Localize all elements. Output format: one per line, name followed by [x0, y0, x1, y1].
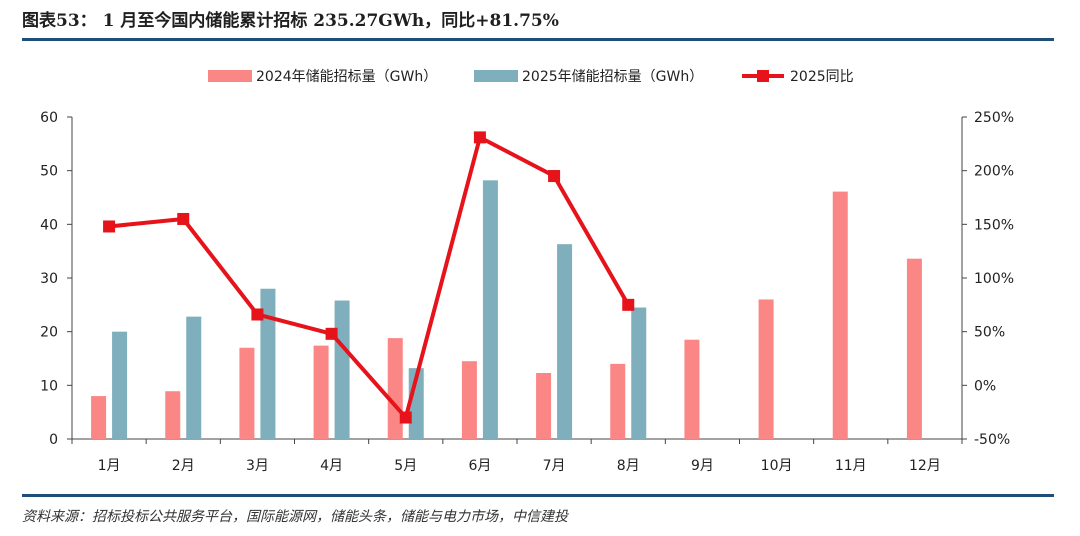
- bar-2025: [334, 300, 350, 439]
- y-left-tick-label: 40: [40, 217, 58, 233]
- bar-2024: [758, 299, 774, 439]
- y-left-tick-label: 0: [49, 432, 58, 448]
- bar-2025: [260, 288, 276, 439]
- bar-2025: [482, 180, 498, 439]
- yoy-marker: [103, 220, 116, 233]
- bar-2024: [536, 372, 552, 439]
- y-left-tick-label: 20: [40, 325, 58, 341]
- x-tick-label: 2月: [172, 458, 195, 474]
- x-tick-label: 7月: [543, 458, 566, 474]
- y-right-tick-label: 50%: [974, 325, 1005, 341]
- yoy-marker: [548, 170, 561, 183]
- bar-2024: [165, 391, 181, 439]
- bar-2025: [112, 331, 128, 439]
- x-tick-label: 5月: [394, 458, 417, 474]
- legend-2024-label: 2024年储能招标量（GWh）: [256, 69, 437, 85]
- bar-2025: [186, 316, 202, 439]
- x-tick-label: 4月: [320, 458, 343, 474]
- y-right-tick-label: 200%: [974, 164, 1014, 180]
- legend-2025-label: 2025年储能招标量（GWh）: [522, 69, 703, 85]
- chart-title: 图表53： 1 月至今国内储能累计招标 235.27GWh，同比+81.75%: [22, 11, 559, 31]
- legend-yoy-label: 2025同比: [790, 69, 854, 85]
- legend: 2024年储能招标量（GWh） 2025年储能招标量（GWh） 2025同比: [208, 69, 854, 85]
- yoy-marker: [622, 298, 635, 311]
- bar-2025: [631, 307, 647, 439]
- bar-2024: [313, 345, 329, 439]
- axes: 0 10 20 30 40 50 60 -50% 0% 50% 100% 150% 200% 250% 1月…: [40, 110, 1014, 474]
- yoy-marker: [399, 411, 412, 424]
- x-tick-label: 9月: [691, 458, 714, 474]
- y-left-tick-label: 50: [40, 164, 58, 180]
- y-right-tick-label: 250%: [974, 110, 1014, 126]
- bottom-rule: [22, 494, 1054, 497]
- bar-2024: [239, 347, 255, 439]
- yoy-series-line: [108, 135, 630, 420]
- top-rule: [22, 38, 1054, 41]
- y-right-tick-label: 150%: [974, 217, 1014, 233]
- yoy-marker: [251, 308, 264, 321]
- y-left-tick-label: 10: [40, 378, 58, 394]
- chart: 2024年储能招标量（GWh） 2025年储能招标量（GWh） 2025同比 0 10…: [40, 69, 1014, 474]
- bars-2024: [91, 191, 922, 439]
- bar-2024: [832, 191, 848, 439]
- y-right-tick-label: -50%: [974, 432, 1010, 448]
- bar-2025: [557, 244, 573, 439]
- bar-2024: [906, 258, 922, 439]
- bar-2024: [684, 339, 700, 439]
- x-tick-label: 1月: [98, 458, 121, 474]
- source-note: 资料来源：招标投标公共服务平台，国际能源网，储能头条，储能与电力市场，中信建投: [22, 509, 568, 525]
- yoy-line: [103, 131, 635, 424]
- y-left-tick-label: 60: [40, 110, 58, 126]
- x-tick-label: 10月: [761, 458, 793, 474]
- yoy-marker: [473, 131, 486, 144]
- legend-2024-swatch: [208, 70, 252, 82]
- legend-2025-swatch: [474, 70, 518, 82]
- x-tick-label: 8月: [617, 458, 640, 474]
- x-tick-label: 6月: [468, 458, 491, 474]
- bar-2024: [461, 361, 477, 439]
- y-right-tick-label: 0%: [974, 378, 996, 394]
- legend-yoy-swatch-marker: [757, 70, 769, 82]
- yoy-marker: [325, 327, 338, 340]
- bars-2025: [112, 180, 647, 439]
- bar-2024: [91, 396, 107, 439]
- x-tick-label: 3月: [246, 458, 269, 474]
- y-right-tick-label: 100%: [974, 271, 1014, 287]
- x-tick-label: 12月: [909, 458, 941, 474]
- x-tick-label: 11月: [835, 458, 867, 474]
- y-left-tick-label: 30: [40, 271, 58, 287]
- bar-2024: [610, 363, 626, 439]
- yoy-marker: [177, 212, 190, 225]
- bar-2024: [387, 338, 403, 439]
